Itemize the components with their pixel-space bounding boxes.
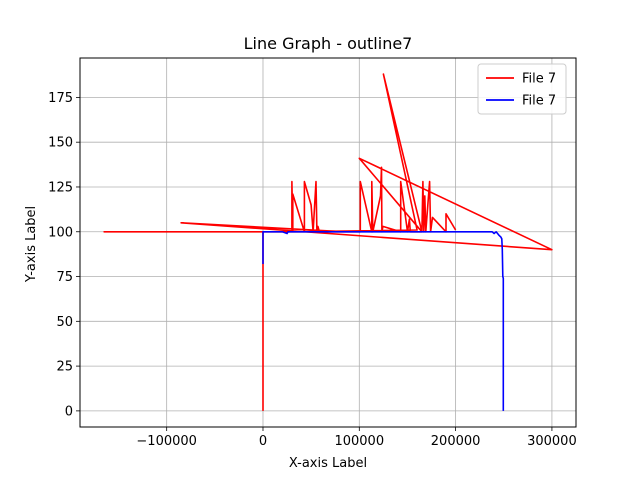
y-tick-label: 125 [48, 180, 73, 195]
legend-label: File 7 [522, 72, 556, 87]
y-tick-label: 100 [48, 225, 73, 240]
series-line-1 [103, 73, 553, 411]
y-tick-label: 175 [48, 91, 73, 106]
y-tick-label: 0 [65, 404, 73, 419]
chart-title: Line Graph - outline7 [244, 34, 413, 53]
axis-ticks: −100000 0 100000 200000 300000 0 25 50 75 100 125 1… [48, 91, 577, 449]
y-tick-label: 25 [56, 360, 73, 375]
legend-label: File 7 [522, 94, 556, 109]
y-tick-label: 50 [56, 315, 73, 330]
x-tick-label: −100000 [136, 434, 197, 449]
plot-frame [79, 57, 577, 428]
x-tick-label: 100000 [334, 434, 384, 449]
x-tick-label: 200000 [431, 434, 481, 449]
y-axis-label: Y-axis Label [24, 206, 39, 283]
legend: File 7 File 7 [477, 63, 567, 115]
x-tick-label: 300000 [527, 434, 577, 449]
x-tick-label: 0 [259, 434, 267, 449]
y-tick-label: 150 [48, 136, 73, 151]
x-axis-label: X-axis Label [289, 456, 367, 471]
series-line-2 [262, 231, 505, 411]
legend-box [477, 63, 567, 115]
series-lines [103, 73, 553, 411]
y-tick-label: 75 [56, 270, 73, 285]
